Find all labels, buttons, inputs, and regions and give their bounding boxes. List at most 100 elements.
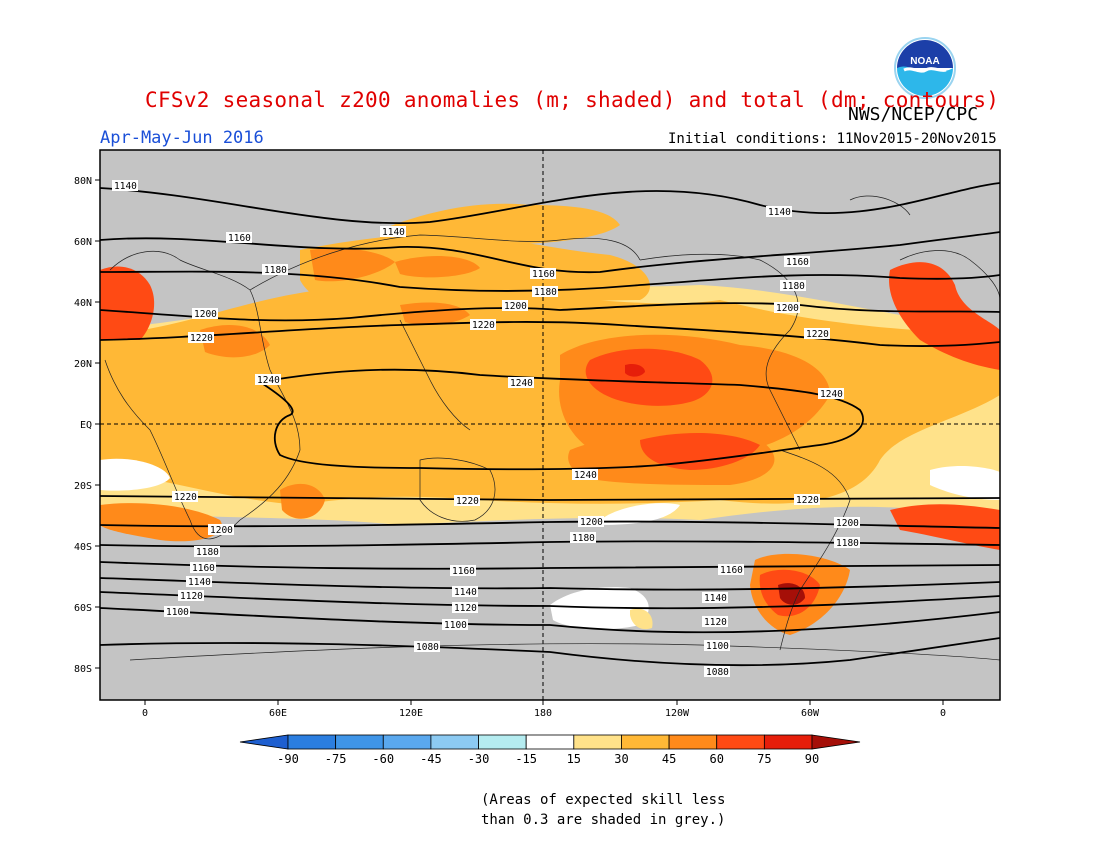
contour-label: 1240 — [257, 375, 280, 386]
contour-label: 1080 — [706, 667, 729, 678]
colorbar-label: 30 — [614, 752, 628, 766]
colorbar-swatch — [668, 734, 718, 750]
lon-tick-label: 180 — [534, 708, 552, 719]
contour-label: 1240 — [574, 470, 597, 481]
lat-tick-label: 40S — [74, 542, 92, 553]
contour-label: 1120 — [704, 617, 727, 628]
colorbar-swatch — [287, 734, 337, 750]
lat-tick-label: 80S — [74, 664, 92, 675]
colorbar-label: 75 — [757, 752, 771, 766]
contour-1140-sh — [100, 577, 1000, 591]
lon-tick-label: 60E — [269, 708, 287, 719]
anomaly-atlantic-red — [889, 262, 1000, 370]
colorbar-label: 60 — [710, 752, 724, 766]
colorbar-swatch — [525, 734, 575, 750]
map-frame — [99, 149, 1001, 701]
contour-label: 1080 — [416, 642, 439, 653]
figure-title: CFSv2 seasonal z200 anomalies (m; shaded… — [145, 88, 1000, 112]
contour-1100-sh — [100, 607, 1000, 634]
contour-label: 1140 — [114, 181, 137, 192]
contour-label: 1200 — [580, 517, 603, 528]
agency-label: NWS/NCEP/CPC — [848, 104, 979, 125]
anomaly-band-white-east — [930, 466, 1000, 500]
contour-label: 1200 — [194, 309, 217, 320]
contour-1220-sh — [100, 495, 1000, 501]
contour-label: 1200 — [836, 518, 859, 529]
anomaly-sh-pacific-white — [600, 503, 680, 525]
lat-tick-label: 80N — [74, 176, 92, 187]
contour-label: 1160 — [532, 269, 555, 280]
colorbar-swatch — [335, 734, 384, 750]
colorbar-label: -75 — [325, 752, 347, 766]
colorbar-arrow-low — [239, 734, 289, 750]
colorbar-label: -90 — [277, 752, 299, 766]
contour-label: 1100 — [444, 620, 467, 631]
contour-label: 1160 — [228, 233, 251, 244]
contour-label: 1140 — [382, 227, 405, 238]
contour-label: 1180 — [572, 533, 595, 544]
anomaly-southern-ocean-yellow — [630, 608, 653, 630]
contour-label: 1220 — [472, 320, 495, 331]
lat-tick-label: 60S — [74, 603, 92, 614]
contour-1080-sh — [100, 637, 1000, 667]
latitude-axis: 80N 60N 40N 20N EQ 20S 40S 60S 80S — [74, 176, 100, 675]
colorbar-swatch — [430, 734, 479, 750]
contour-label: 1180 — [836, 538, 859, 549]
lon-tick-label: 0 — [940, 708, 946, 719]
logo-text: NOAA — [910, 56, 939, 67]
anomaly-nh-japan — [400, 302, 470, 326]
contour-label: 1200 — [504, 301, 527, 312]
contour-label: 1180 — [196, 547, 219, 558]
colorbar-swatch — [716, 734, 765, 750]
colorbar-label: 45 — [662, 752, 676, 766]
contour-label: 1220 — [190, 333, 213, 344]
lon-tick-label: 60W — [801, 708, 820, 719]
lon-tick-label: 120E — [399, 708, 423, 719]
contour-label: 1180 — [534, 287, 557, 298]
footnote-line-2: than 0.3 are shaded in grey.) — [481, 812, 726, 828]
colorbar-label: -60 — [372, 752, 394, 766]
colorbar-swatch — [478, 734, 527, 750]
contour-1200-nh — [100, 302, 1000, 322]
anomaly-nh-pacific-north — [380, 203, 620, 245]
anomaly-europe-red — [100, 266, 155, 340]
contour-label: 1160 — [452, 566, 475, 577]
contour-labels: 1140 1140 1140 1160 1160 1160 1180 1180 … — [112, 180, 860, 678]
lat-tick-label: 20N — [74, 359, 92, 370]
anomaly-nh-east-asia — [395, 256, 480, 278]
colorbar-swatch — [573, 734, 622, 750]
contour-label: 1220 — [174, 492, 197, 503]
contour-label: 1140 — [704, 593, 727, 604]
colorbar-label: -30 — [468, 752, 490, 766]
colorbar-label: -15 — [515, 752, 537, 766]
lon-tick-label: 120W — [665, 708, 690, 719]
anomaly-sh-africa — [100, 503, 222, 542]
contour-1160-sh — [100, 561, 1000, 570]
contour-label: 1100 — [706, 641, 729, 652]
colorbar: -90 -75 -60 -45 -30 -15 15 30 45 60 75 90 — [239, 734, 861, 766]
lon-tick-label: 0 — [142, 708, 148, 719]
lat-tick-label: EQ — [80, 420, 92, 431]
colorbar-swatch — [763, 734, 813, 750]
contour-label: 1140 — [188, 577, 211, 588]
contour-label: 1240 — [510, 378, 533, 389]
contour-1220-nh — [100, 321, 1000, 347]
contour-label: 1200 — [210, 525, 233, 536]
anomaly-pacific-darkred — [625, 363, 645, 377]
forecast-period: Apr-May-Jun 2016 — [100, 128, 264, 148]
contour-1160-nh — [100, 231, 1000, 274]
initial-conditions: Initial conditions: 11Nov2015-20Nov2015 — [668, 131, 997, 147]
anomaly-nh-asia — [300, 234, 650, 321]
contour-label: 1120 — [180, 591, 203, 602]
contour-label: 1200 — [776, 303, 799, 314]
anomaly-band-white-west — [100, 458, 170, 491]
colorbar-label: 15 — [567, 752, 581, 766]
colorbar-swatch — [621, 734, 670, 750]
colorbar-label: 90 — [805, 752, 819, 766]
contour-1120-sh — [100, 591, 1000, 610]
contour-1140-nh — [100, 182, 1000, 225]
contour-label: 1180 — [264, 265, 287, 276]
lat-tick-label: 40N — [74, 298, 92, 309]
contour-label: 1220 — [456, 496, 479, 507]
